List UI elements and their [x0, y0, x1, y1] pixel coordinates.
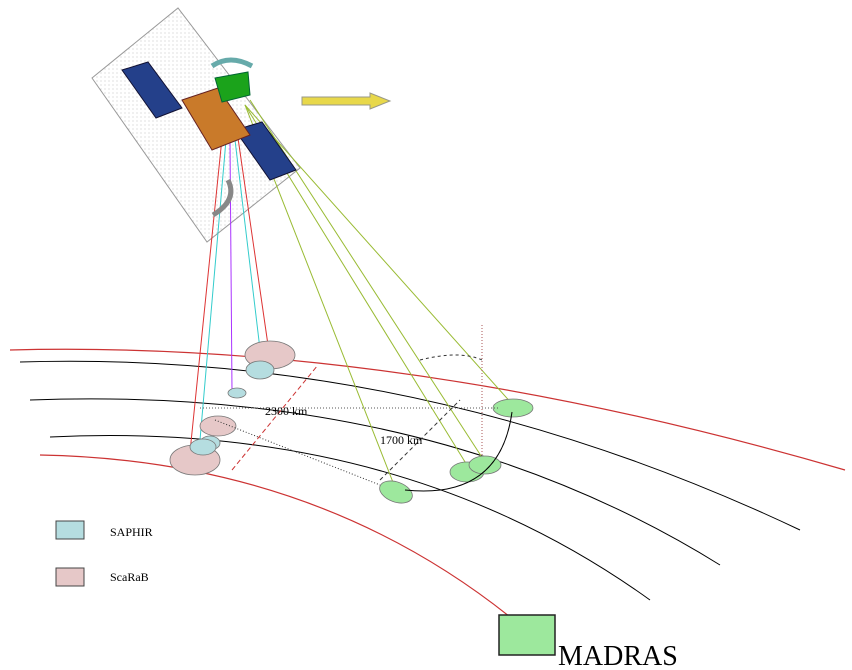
direction-arrow — [301, 92, 392, 110]
legend-label: MADRAS — [558, 641, 678, 670]
legend-label: SAPHIR — [110, 525, 153, 539]
swath-label: 2300 km — [265, 404, 308, 418]
legend-swatch — [498, 614, 556, 656]
legend-swatch — [55, 567, 85, 587]
footprints — [169, 340, 534, 504]
earth-curves — [9, 348, 846, 626]
swath-label: 1700 km — [380, 433, 423, 447]
satellite — [121, 57, 297, 218]
legend-swatch — [55, 520, 85, 540]
satellite-plane — [91, 7, 301, 243]
legend-label: ScaRaB — [110, 570, 149, 584]
measure-lines — [200, 325, 513, 492]
